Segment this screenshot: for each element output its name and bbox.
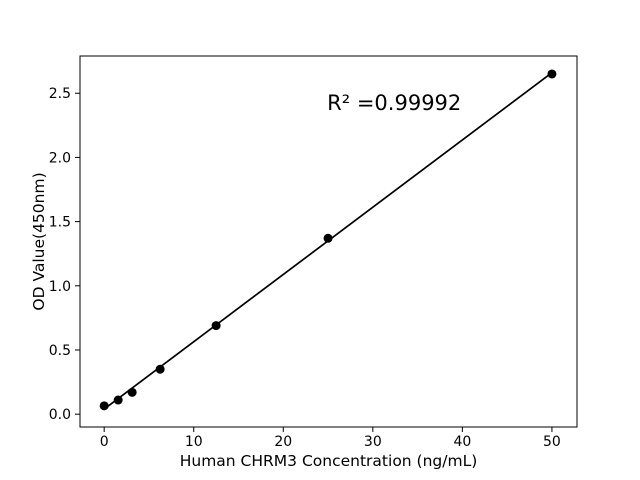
data-point [155,364,165,374]
y-tick-label: 0.5 [49,343,71,359]
data-point [113,395,123,405]
x-tick-label: 40 [453,434,471,450]
data-point [211,321,221,331]
x-tick-label: 20 [274,434,292,450]
y-tick-label: 1.0 [49,279,71,295]
x-tick-label: 50 [543,434,561,450]
data-point [323,233,333,243]
data-point [547,69,557,79]
y-tick-label: 2.5 [49,86,71,102]
y-axis-label: OD Value(450nm) [30,172,48,310]
y-tick-label: 1.5 [49,215,71,231]
data-point [99,401,109,411]
r-squared-annotation: R² =0.99992 [327,91,461,115]
x-tick-label: 10 [185,434,203,450]
x-tick-label: 30 [364,434,382,450]
data-point [127,387,137,397]
x-axis-label: Human CHRM3 Concentration (ng/mL) [180,452,478,470]
x-tick-label: 0 [100,434,109,450]
plot-frame [79,55,578,428]
y-tick-label: 2.0 [49,150,71,166]
y-tick-label: 0.0 [49,407,71,423]
